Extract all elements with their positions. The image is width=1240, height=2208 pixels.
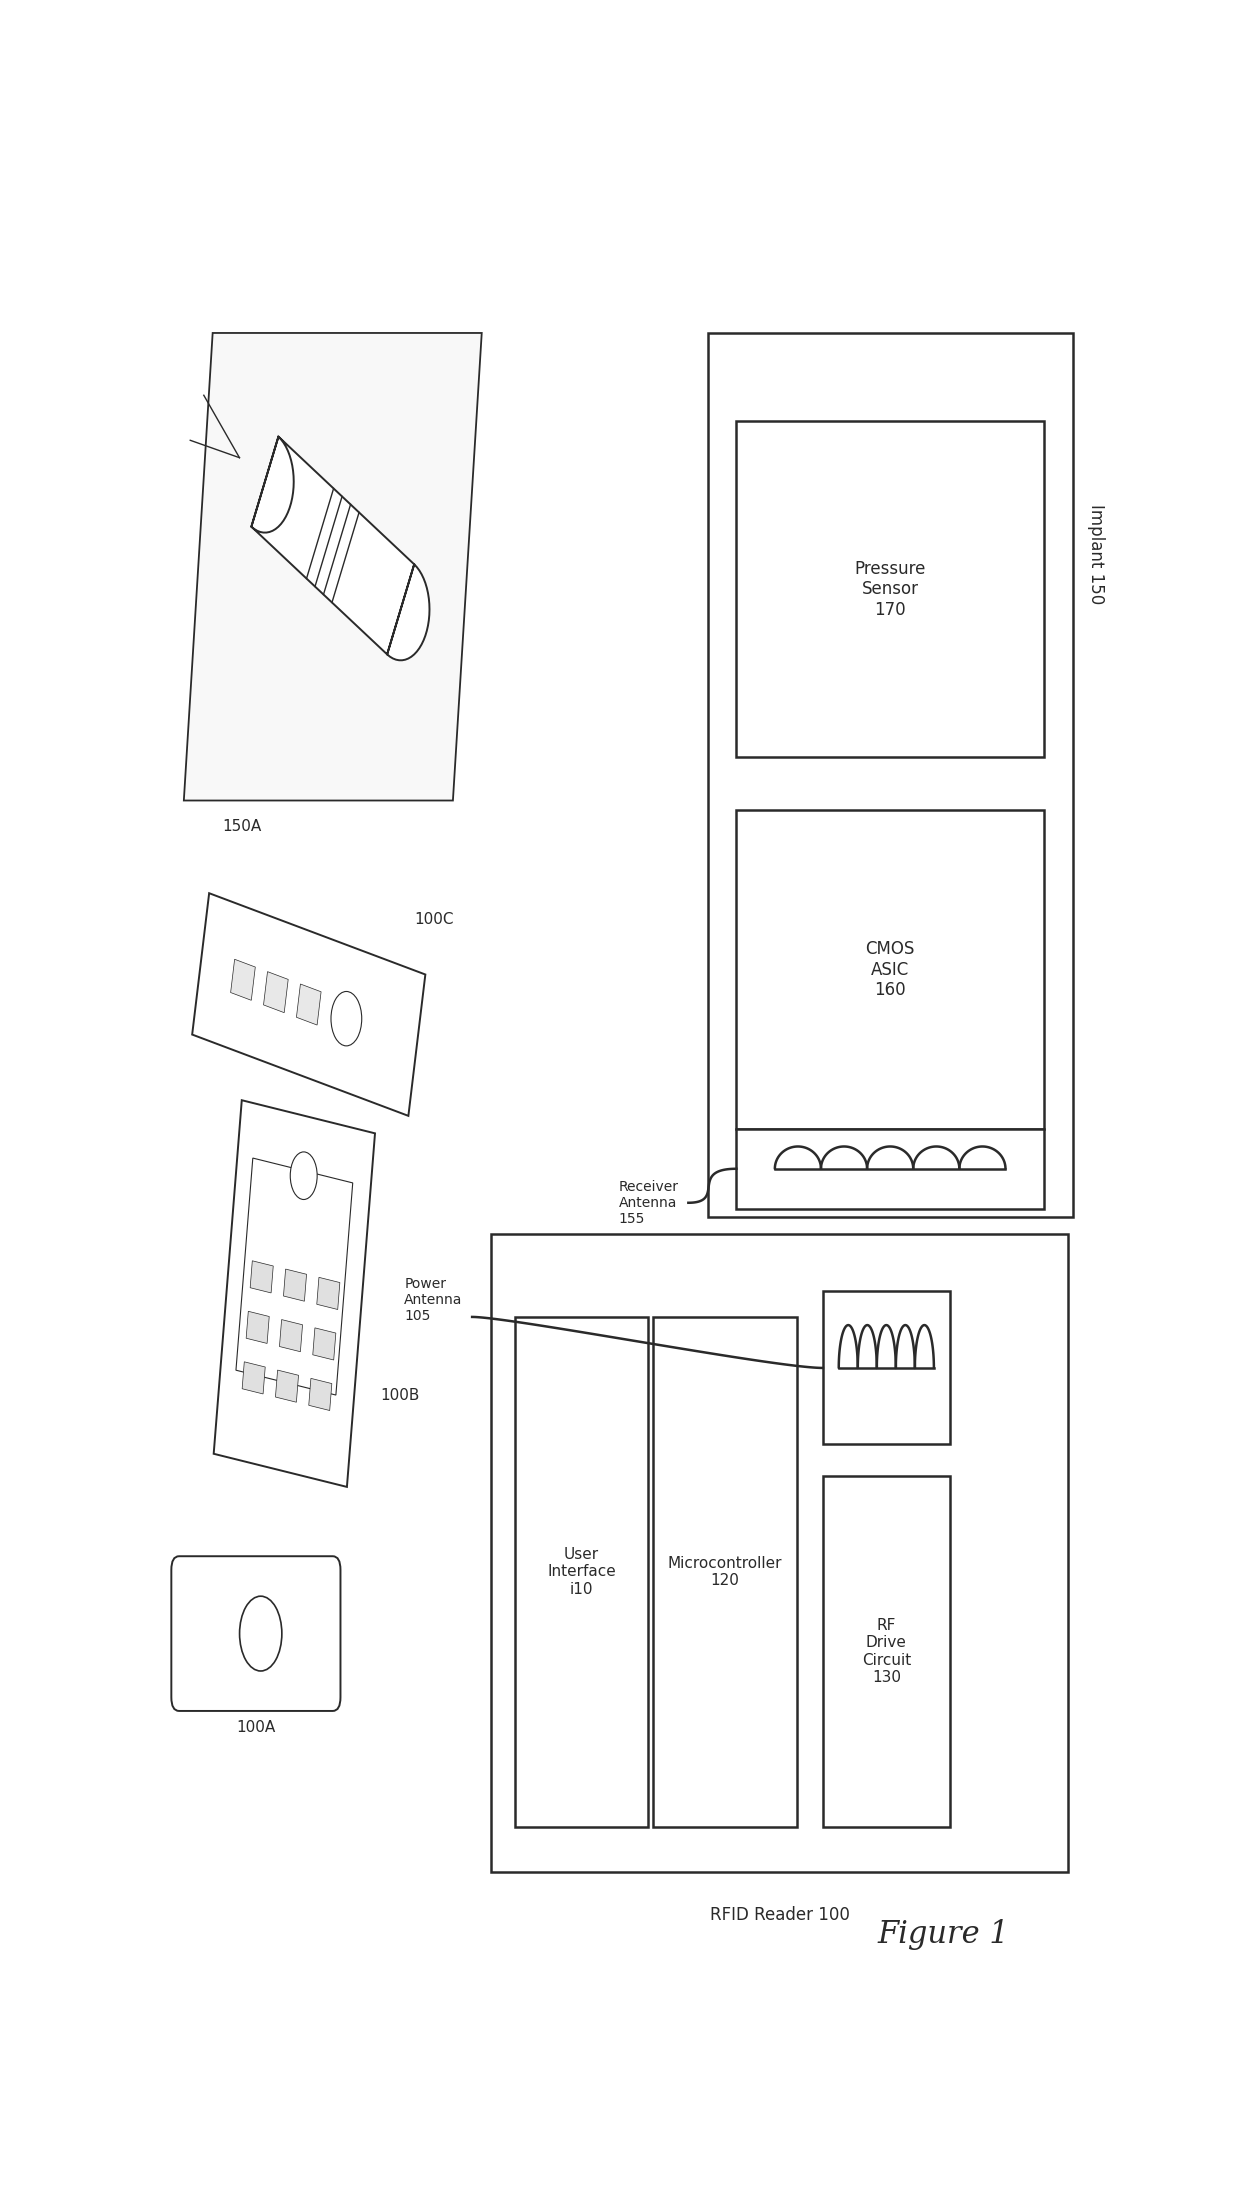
Polygon shape [250, 1261, 273, 1294]
Text: 100A: 100A [237, 1720, 275, 1735]
Polygon shape [247, 1312, 269, 1342]
Text: User
Interface
i10: User Interface i10 [547, 1548, 616, 1596]
Text: Receiver
Antenna
155: Receiver Antenna 155 [619, 1179, 678, 1225]
Text: 100B: 100B [381, 1389, 420, 1402]
Circle shape [290, 1153, 317, 1199]
Circle shape [331, 991, 362, 1047]
Polygon shape [275, 1371, 299, 1402]
Polygon shape [231, 958, 255, 1000]
Polygon shape [284, 1270, 306, 1301]
Text: 150A: 150A [222, 819, 262, 832]
Polygon shape [296, 985, 321, 1025]
Polygon shape [316, 1278, 340, 1309]
Polygon shape [236, 1157, 352, 1395]
Bar [737, 422, 1044, 757]
Text: CMOS
ASIC
160: CMOS ASIC 160 [866, 941, 915, 1000]
Bar [652, 1316, 797, 1826]
Polygon shape [192, 894, 425, 1115]
Polygon shape [312, 1327, 336, 1360]
Bar [516, 1316, 649, 1826]
Text: Implant 150: Implant 150 [1087, 503, 1105, 605]
Text: Figure 1: Figure 1 [877, 1919, 1009, 1950]
Polygon shape [252, 437, 429, 660]
Text: RFID Reader 100: RFID Reader 100 [709, 1906, 849, 1923]
Polygon shape [213, 1100, 374, 1486]
FancyBboxPatch shape [171, 1557, 341, 1711]
Bar [737, 1128, 1044, 1208]
Text: Microcontroller
120: Microcontroller 120 [667, 1557, 782, 1588]
Polygon shape [264, 972, 288, 1013]
Bar [823, 1477, 950, 1826]
Text: 100C: 100C [414, 912, 454, 927]
Polygon shape [279, 1320, 303, 1351]
Bar [491, 1234, 1068, 1872]
Text: Pressure
Sensor
170: Pressure Sensor 170 [854, 559, 926, 618]
Polygon shape [184, 333, 481, 802]
Text: RF
Drive
Circuit
130: RF Drive Circuit 130 [862, 1618, 911, 1685]
Text: Power
Antenna
105: Power Antenna 105 [404, 1276, 463, 1323]
Bar [708, 333, 1073, 1217]
Polygon shape [242, 1362, 265, 1393]
Bar [737, 810, 1044, 1128]
Polygon shape [309, 1378, 332, 1411]
Bar [823, 1292, 950, 1444]
Circle shape [239, 1596, 281, 1671]
